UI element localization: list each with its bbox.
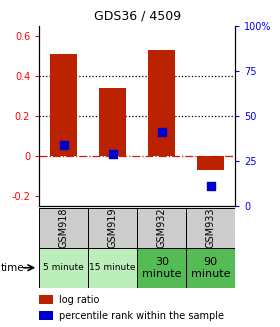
Text: log ratio: log ratio: [59, 295, 100, 305]
Bar: [186, 208, 235, 248]
Bar: [137, 208, 186, 248]
Point: [62, 142, 66, 147]
Point: [110, 151, 115, 157]
Text: 90
minute: 90 minute: [191, 257, 230, 279]
Point: [159, 129, 164, 135]
Text: GSM918: GSM918: [59, 207, 69, 248]
Text: GSM919: GSM919: [108, 207, 118, 248]
Text: GSM933: GSM933: [206, 207, 216, 248]
Bar: [137, 248, 186, 288]
Point: [208, 184, 213, 189]
Text: 15 minute: 15 minute: [89, 263, 136, 272]
Bar: [99, 88, 126, 156]
Bar: [186, 248, 235, 288]
Bar: [50, 54, 77, 156]
Bar: [39, 311, 53, 320]
Bar: [88, 248, 137, 288]
Bar: [39, 248, 88, 288]
Text: time: time: [1, 263, 24, 273]
Text: 30
minute: 30 minute: [142, 257, 181, 279]
Bar: [88, 208, 137, 248]
Text: 5 minute: 5 minute: [43, 263, 84, 272]
Bar: [197, 156, 224, 170]
Bar: [39, 208, 88, 248]
Text: GSM932: GSM932: [157, 207, 167, 248]
Text: percentile rank within the sample: percentile rank within the sample: [59, 311, 224, 321]
Bar: [148, 50, 175, 156]
Title: GDS36 / 4509: GDS36 / 4509: [94, 9, 181, 22]
Bar: [39, 295, 53, 304]
